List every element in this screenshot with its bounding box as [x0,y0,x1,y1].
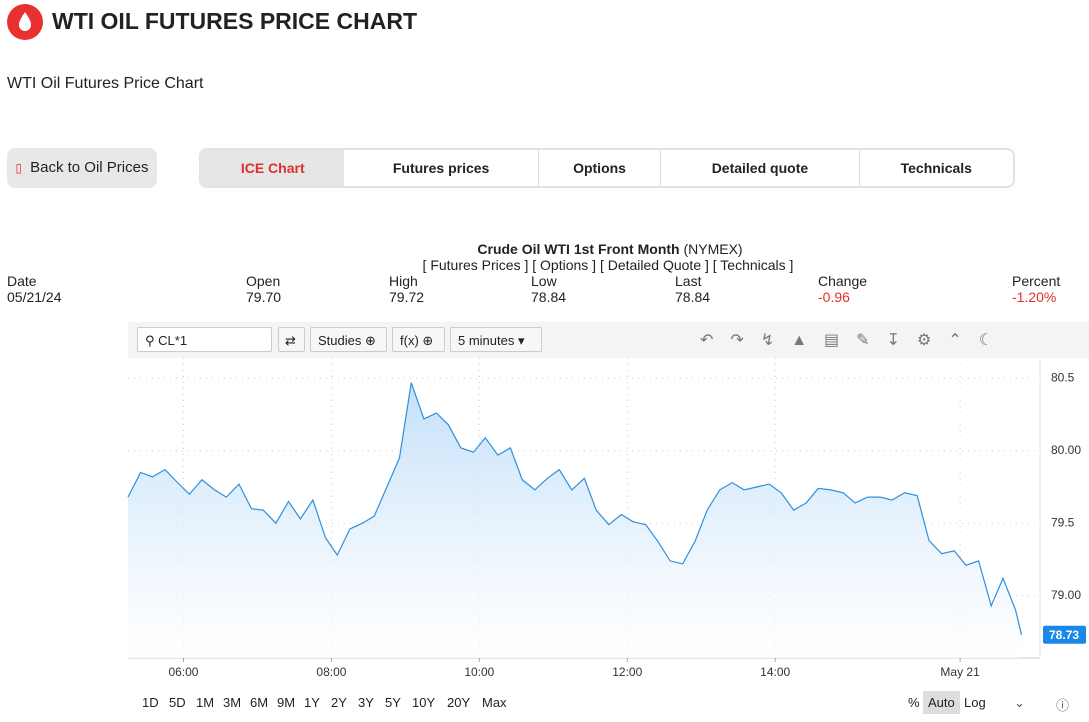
quote-name: Crude Oil WTI 1st Front Month [477,241,680,257]
subtitle: WTI Oil Futures Price Chart [7,75,204,92]
studies-button[interactable]: Studies ⊕ [310,327,387,352]
scale-option[interactable]: % [908,695,920,710]
quote-header: High [389,273,418,289]
y-tick-label: 79.00 [1051,588,1081,602]
y-tick-label: 80.5 [1051,370,1075,384]
range-button[interactable]: 1Y [304,695,320,710]
range-button[interactable]: Max [482,695,507,710]
quote-exchange: (NYMEX) [683,241,743,257]
studies: Studies [318,333,362,348]
quote-header: Open [246,273,281,289]
x-tick-label: 10:00 [464,665,494,679]
tabs: ICE Chart Futures prices Options Detaile… [199,148,1015,188]
range-button[interactable]: 1M [196,695,215,710]
x-tick-label: 14:00 [760,665,790,679]
last-price-label: 78.73 [1049,628,1079,642]
quote-header: Change [818,273,868,289]
quote-value: 78.84 [531,289,567,305]
range-button[interactable]: 3M [223,695,242,710]
compare-button[interactable]: ⇄ [278,327,305,352]
quote-header: Date [7,273,37,289]
range-button[interactable]: 6M [250,695,269,710]
quote-value: 05/21/24 [7,289,62,305]
page-title: WTI OIL FUTURES PRICE CHART [52,8,418,34]
quote-header: Low [531,273,557,289]
range-button[interactable]: 9M [277,695,296,710]
quote-value: -0.96 [818,289,850,305]
quote-value: -1.20% [1012,289,1057,305]
quote-value: 79.70 [246,289,282,305]
symbol-input[interactable]: ⚲ CL*1 [137,327,272,352]
x-tick-label: 12:00 [612,665,642,679]
x-tick-label: May 21 [940,665,980,679]
last-price-badge [1043,625,1086,644]
area-fill [128,382,1022,658]
scale-option[interactable]: Auto [923,691,960,714]
fx: f(x) [400,333,419,348]
interval: 5 minutes [458,333,515,348]
x-tick-label: 08:00 [316,665,346,679]
range-button[interactable]: 2Y [331,695,347,710]
quote-header: Last [675,273,702,289]
range-button[interactable]: 5D [169,695,186,710]
quote-title: Crude Oil WTI 1st Front Month (NYMEX) [0,241,1089,257]
range-button[interactable]: 10Y [412,695,436,710]
tab[interactable]: Detailed quote [661,150,860,186]
quote-links[interactable]: [ Futures Prices ] [ Options ] [ Detaile… [422,257,794,273]
y-tick-label: 80.00 [1051,443,1081,457]
symbol: CL*1 [158,333,188,348]
range-button[interactable]: 3Y [358,695,374,710]
logo [7,4,43,40]
range-button[interactable]: 1D [142,695,159,710]
tab[interactable]: Technicals [900,160,972,176]
interval-select[interactable]: 5 minutes ▾ [450,327,542,352]
quote-value: 79.72 [389,289,425,305]
y-tick-label: 79.5 [1051,515,1075,529]
tab[interactable]: Futures prices [344,150,539,186]
price-line [127,382,1023,635]
help-icon[interactable]: ⓘ [1056,698,1070,713]
collapse-icon[interactable]: ⌄ [1014,695,1025,710]
range-button[interactable]: 5Y [385,695,401,710]
back-label: Back to Oil Prices [30,159,149,176]
quote-header: Percent [1012,273,1061,289]
fx-button[interactable]: f(x) ⊕ [392,327,445,352]
tab[interactable]: ICE Chart [201,150,345,186]
back-button[interactable]: ▯ Back to Oil Prices [7,148,157,188]
quote-value: 78.84 [675,289,711,305]
scale-option[interactable]: Log [964,695,986,710]
tab[interactable]: Options [539,150,662,186]
range-button[interactable]: 20Y [447,695,471,710]
chart: 79.00 79.5 80.00 80.5 06:00 08:00 10:00 12:00 14… [127,358,1086,679]
toolbar-icons[interactable]: ↶↷↯▲▤✎↧⚙⌃☾ [700,332,1011,349]
x-tick-label: 06:00 [168,665,198,679]
